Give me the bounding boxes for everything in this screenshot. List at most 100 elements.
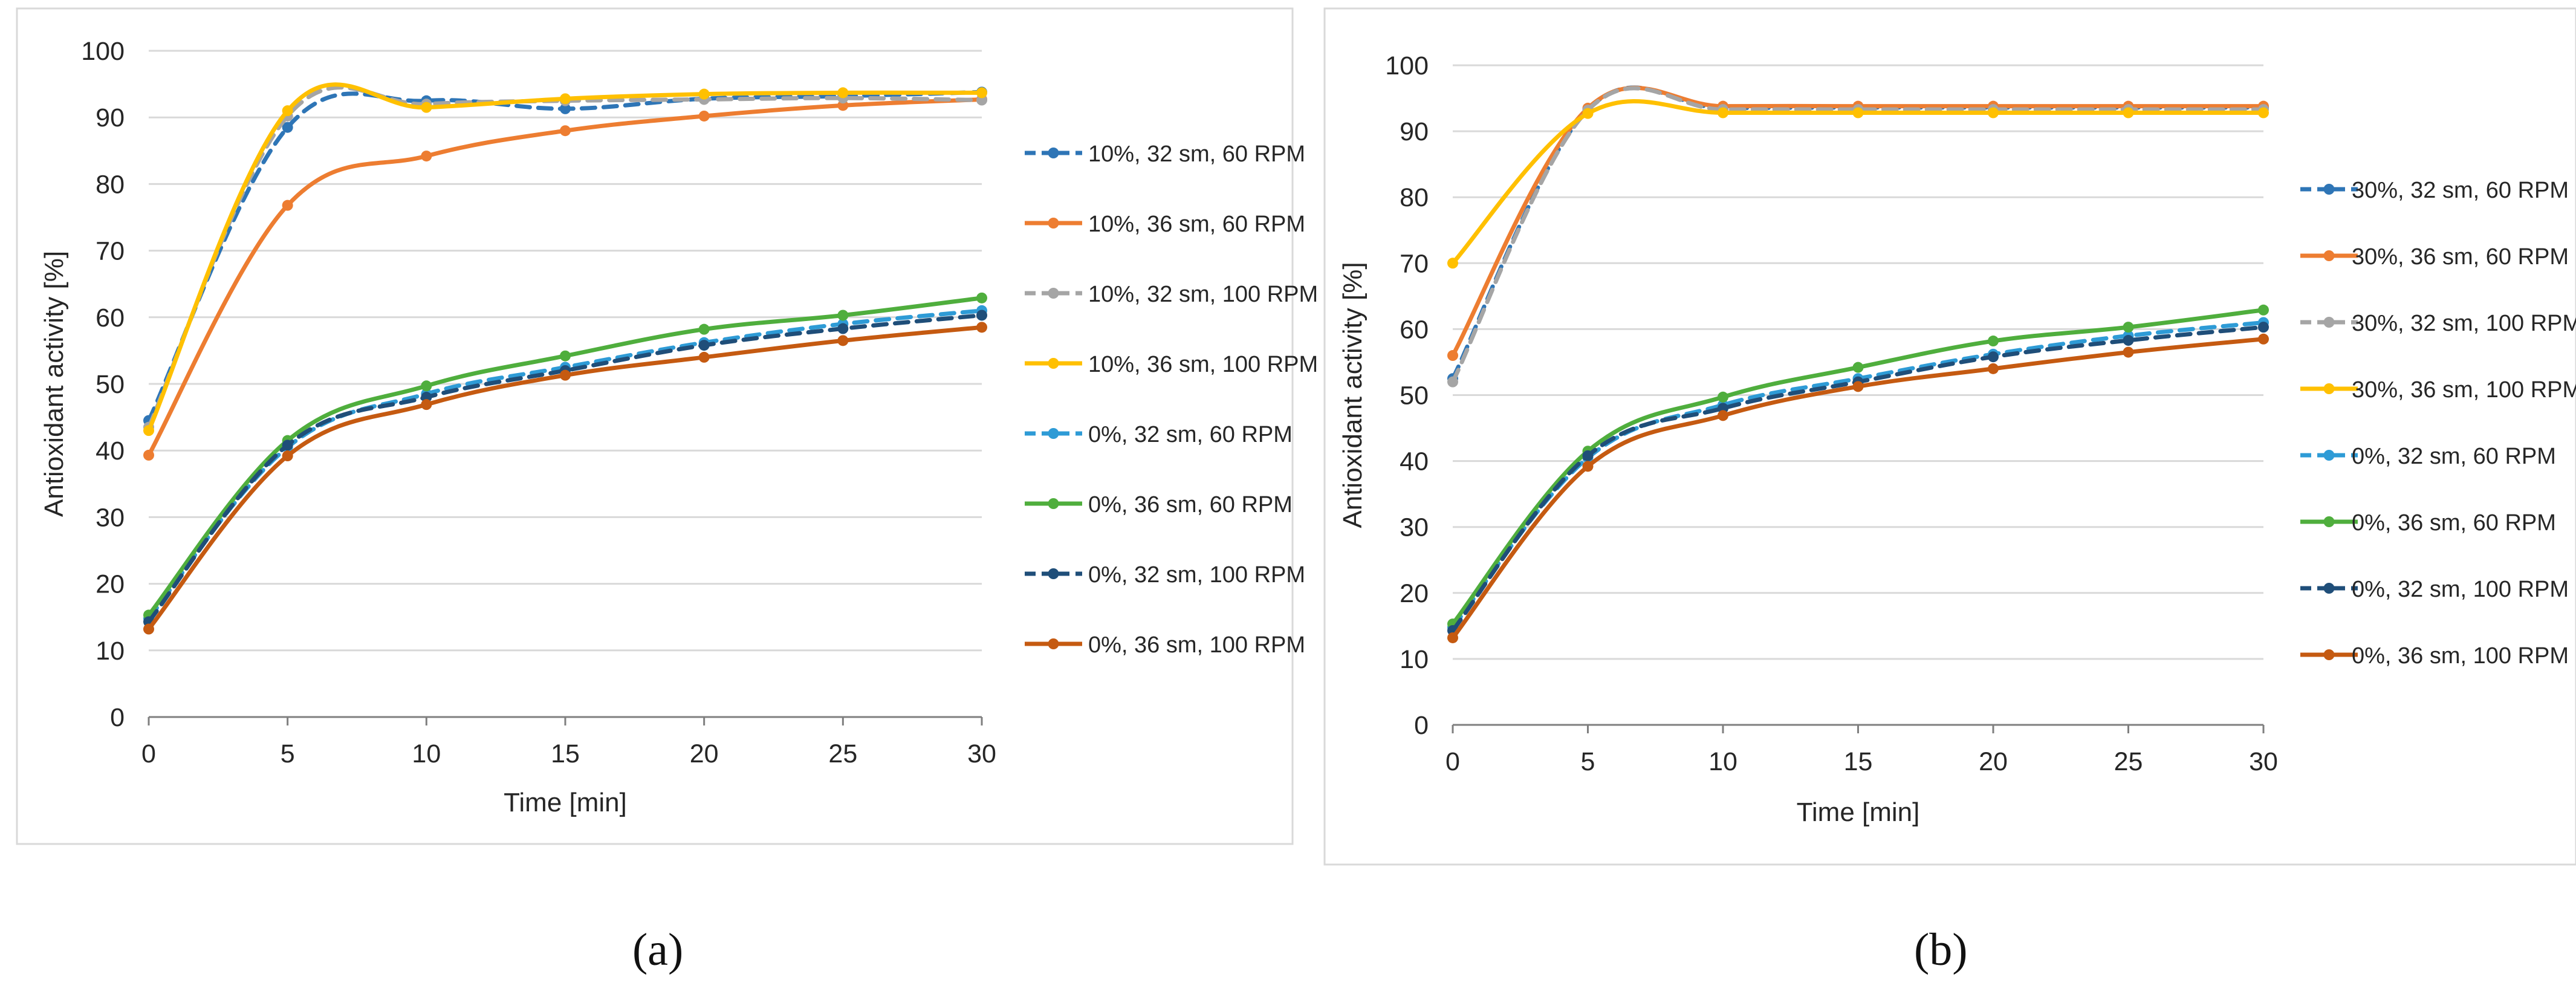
legend-label-0-32-sm-60-rpm: 0%, 32 sm, 60 RPM [2352, 444, 2556, 469]
data-point-0-36-sm-100-rpm-20 [698, 351, 710, 363]
y-tick-label: 100 [81, 37, 125, 66]
y-tick-label: 0 [110, 703, 125, 732]
x-tick-label: 10 [1708, 747, 1737, 776]
data-point-30-36-sm-100-rpm-30 [2258, 107, 2269, 118]
series-line-10-36-sm-100-rpm [146, 82, 984, 433]
data-point-10-36-sm-60-rpm-20 [698, 110, 710, 122]
x-axis-title: Time [min] [1797, 797, 1920, 827]
y-tick-label: 50 [1400, 381, 1429, 411]
y-tick-label: 20 [1400, 579, 1429, 608]
legend-marker-10-32-sm-60-rpm [1048, 148, 1059, 158]
legend-label-30-32-sm-60-rpm: 30%, 32 sm, 60 RPM [2352, 178, 2569, 203]
data-point-30-36-sm-100-rpm-25 [2123, 107, 2134, 118]
x-tick-label: 25 [2114, 747, 2143, 776]
data-point-0-36-sm-100-rpm-5 [282, 450, 293, 462]
chart-a: 0 10 20 30 40 50 60 70 80 90 100 0 5 10 15 20 25 30 Time [… [16, 7, 1318, 845]
data-point-0-36-sm-60-rpm-15 [1852, 362, 1864, 373]
y-tick-label: 0 [1414, 711, 1429, 740]
legend-label-0-32-sm-60-rpm: 0%, 32 sm, 60 RPM [1088, 422, 1293, 447]
y-tick-label: 40 [1400, 447, 1429, 476]
data-point-10-32-sm-60-rpm-5 [282, 122, 293, 133]
data-point-10-36-sm-100-rpm-20 [698, 88, 710, 100]
data-point-0-36-sm-100-rpm-30 [2258, 333, 2269, 345]
chart-frame [16, 7, 1294, 845]
legend-marker-30-36-sm-100-rpm [2323, 383, 2335, 394]
data-point-10-36-sm-60-rpm-0 [143, 449, 154, 461]
series-line-30-32-sm-100-rpm [1450, 86, 2266, 385]
legend-marker-0-32-sm-100-rpm [1048, 568, 1059, 579]
data-point-0-36-sm-60-rpm-30 [976, 292, 987, 303]
data-point-0-36-sm-60-rpm-25 [837, 310, 849, 321]
data-point-0-36-sm-100-rpm-10 [1718, 410, 1728, 421]
x-tick-label: 30 [967, 739, 996, 768]
y-axis-title: Antioxidant activity [%] [1338, 262, 1367, 528]
data-point-0-36-sm-100-rpm-5 [1582, 461, 1594, 472]
y-tick-label: 70 [96, 237, 125, 266]
y-tick-label: 90 [1400, 117, 1429, 146]
data-point-10-36-sm-100-rpm-10 [421, 102, 432, 113]
y-tick-label: 10 [96, 637, 125, 666]
data-point-10-36-sm-100-rpm-5 [282, 105, 293, 117]
data-point-10-36-sm-100-rpm-25 [837, 87, 849, 99]
x-tick-label: 25 [828, 739, 857, 768]
y-tick-label: 60 [96, 303, 125, 333]
legend-marker-10-36-sm-100-rpm [1048, 358, 1059, 369]
legend-label-10-32-sm-60-rpm: 10%, 32 sm, 60 RPM [1088, 141, 1305, 167]
legend-label-10-36-sm-100-rpm: 10%, 36 sm, 100 RPM [1088, 352, 1318, 377]
chart-b: 0 10 20 30 40 50 60 70 80 90 100 0 5 10 15 20 25 30 Time [… [1323, 7, 2576, 866]
data-point-0-36-sm-100-rpm-15 [560, 369, 571, 381]
y-tick-label: 20 [96, 570, 125, 599]
data-point-30-36-sm-100-rpm-15 [1852, 107, 1864, 118]
data-point-0-36-sm-100-rpm-25 [837, 335, 849, 346]
data-point-0-36-sm-60-rpm-20 [1988, 336, 1999, 347]
y-tick-label: 70 [1400, 249, 1429, 278]
legend-marker-0-36-sm-60-rpm [1048, 498, 1059, 509]
data-point-0-36-sm-100-rpm-25 [2123, 346, 2134, 358]
data-point-0-36-sm-60-rpm-15 [560, 350, 571, 362]
panel-label-b: (b) [1914, 924, 1968, 975]
data-point-0-36-sm-100-rpm-10 [421, 399, 432, 411]
x-tick-label: 10 [412, 739, 441, 768]
legend-label-10-36-sm-60-rpm: 10%, 36 sm, 60 RPM [1088, 212, 1305, 237]
legend-marker-0-32-sm-60-rpm [2323, 450, 2335, 461]
y-tick-label: 90 [96, 103, 125, 132]
legend-label-30-36-sm-60-rpm: 30%, 36 sm, 60 RPM [2352, 244, 2569, 270]
legend-label-0-32-sm-100-rpm: 0%, 32 sm, 100 RPM [2352, 577, 2569, 602]
data-point-0-36-sm-60-rpm-25 [2123, 322, 2134, 333]
chart-frame [1323, 7, 2576, 866]
x-tick-label: 5 [281, 739, 295, 768]
data-point-0-36-sm-100-rpm-0 [1447, 632, 1458, 643]
data-point-10-36-sm-100-rpm-30 [976, 87, 987, 99]
data-point-30-36-sm-100-rpm-0 [1447, 258, 1458, 269]
legend-marker-0-32-sm-100-rpm [2323, 583, 2335, 594]
y-tick-label: 10 [1400, 645, 1429, 674]
data-point-0-36-sm-60-rpm-10 [1718, 391, 1728, 403]
x-tick-label: 5 [1581, 747, 1595, 776]
legend-marker-0-32-sm-60-rpm [1048, 428, 1059, 439]
x-tick-label: 30 [2249, 747, 2278, 776]
legend-marker-10-36-sm-60-rpm [1048, 218, 1059, 229]
data-point-0-32-sm-100-rpm-25 [837, 323, 849, 334]
legend-label-0-32-sm-100-rpm: 0%, 32 sm, 100 RPM [1088, 562, 1305, 588]
legend-label-10-32-sm-100-rpm: 10%, 32 sm, 100 RPM [1088, 282, 1318, 307]
data-point-10-36-sm-60-rpm-15 [560, 125, 571, 137]
data-point-0-32-sm-100-rpm-20 [1988, 351, 1999, 363]
data-point-0-36-sm-60-rpm-30 [2258, 304, 2269, 316]
y-tick-label: 30 [1400, 513, 1429, 542]
x-tick-label: 0 [1445, 747, 1460, 776]
y-tick-label: 40 [96, 436, 125, 466]
x-tick-label: 20 [1979, 747, 2008, 776]
data-point-10-32-sm-60-rpm-15 [560, 103, 571, 114]
data-point-10-36-sm-100-rpm-0 [143, 425, 154, 436]
legend-marker-30-32-sm-100-rpm [2323, 317, 2335, 328]
legend-marker-0-36-sm-60-rpm [2323, 516, 2335, 527]
data-point-30-36-sm-100-rpm-20 [1988, 107, 1999, 118]
legend-label-30-32-sm-100-rpm: 30%, 32 sm, 100 RPM [2352, 311, 2576, 336]
data-point-0-36-sm-100-rpm-15 [1852, 381, 1864, 392]
y-tick-label: 30 [96, 503, 125, 532]
data-point-0-32-sm-100-rpm-30 [976, 310, 987, 321]
data-point-0-36-sm-60-rpm-20 [698, 323, 710, 335]
data-point-0-36-sm-100-rpm-0 [143, 623, 154, 635]
y-tick-label: 80 [96, 170, 125, 199]
